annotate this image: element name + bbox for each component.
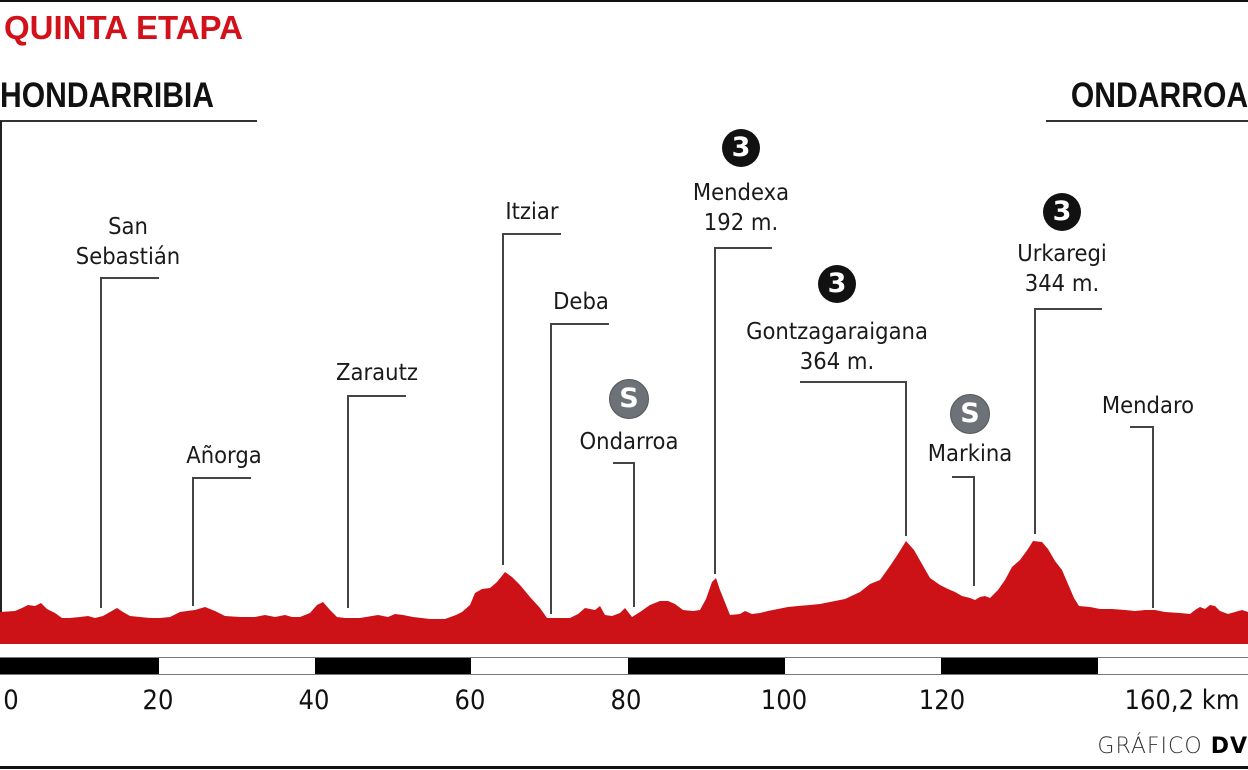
- credit-prefix: GRÁFICO: [1097, 734, 1203, 759]
- scale-tick-label: 40: [298, 685, 330, 716]
- sprint-badge-icon: S: [950, 394, 990, 434]
- waypoint-name: Ondarroa: [579, 429, 679, 455]
- leader-san-sebastian: [100, 277, 159, 608]
- scale-segment: [471, 657, 628, 675]
- waypoint-altitude: 192 m.: [703, 210, 779, 236]
- waypoint-label-zarautz: Zarautz: [336, 358, 418, 388]
- leader-ondarroa-sprint: [613, 462, 635, 607]
- waypoint-name: Zarautz: [336, 360, 418, 386]
- credit-brand: DV: [1210, 734, 1248, 759]
- leader-mendexa: [714, 247, 772, 574]
- waypoint-altitude: 344 m.: [1024, 271, 1100, 297]
- waypoint-name: Mendexa: [692, 180, 790, 206]
- leader-mendaro: [1130, 426, 1154, 608]
- category3-badge-icon: 3: [722, 129, 760, 167]
- waypoint-name: San: [108, 214, 148, 240]
- scale-segment: [941, 657, 1098, 675]
- category3-badge-icon: 3: [818, 265, 856, 303]
- scale-tick-label: 120: [918, 685, 966, 716]
- scale-tick-label: 80: [610, 685, 642, 716]
- waypoint-label-san-sebastian: San Sebastián: [76, 212, 180, 272]
- waypoint-name: Deba: [553, 289, 609, 315]
- scale-segment: [1098, 657, 1248, 675]
- leader-lines: [100, 233, 1154, 614]
- end-city-underline: [1046, 120, 1248, 122]
- graphic-credit: GRÁFICO DV: [1097, 733, 1248, 761]
- waypoint-name-line2: Sebastián: [75, 244, 181, 270]
- waypoint-label-deba: Deba: [553, 287, 609, 317]
- waypoint-name: Markina: [927, 441, 1013, 467]
- scale-tick-label: 0: [3, 685, 19, 716]
- leader-gontzagaraigana: [800, 381, 907, 536]
- leader-markina: [952, 476, 975, 586]
- scale-segment: [159, 657, 315, 675]
- scale-segment: [628, 657, 785, 675]
- waypoint-name: Mendaro: [1101, 393, 1195, 419]
- scale-segment: [785, 657, 941, 675]
- waypoint-label-mendexa: Mendexa 192 m.: [693, 178, 789, 238]
- leader-zarautz: [347, 395, 406, 608]
- waypoint-name: Gontzagaraigana: [746, 319, 928, 345]
- waypoint-label-markina: Markina: [928, 439, 1012, 469]
- start-city-underline: [0, 120, 257, 122]
- leader-itziar: [502, 233, 561, 565]
- leader-anorga: [192, 477, 251, 606]
- waypoint-altitude: 364 m.: [799, 349, 875, 375]
- waypoint-label-gontzagaraigana: Gontzagaraigana 364 m.: [746, 317, 928, 377]
- scale-tick-label: 60: [454, 685, 486, 716]
- frame-bottom-border: [0, 766, 1248, 769]
- scale-segment: [315, 657, 471, 675]
- scale-tick-label-end: 160,2 km: [1124, 685, 1240, 716]
- left-axis-line: [0, 121, 2, 621]
- waypoint-label-anorga: Añorga: [186, 441, 262, 471]
- waypoint-label-itziar: Itziar: [505, 197, 558, 227]
- waypoint-label-ondarroa: Ondarroa: [580, 427, 679, 457]
- leader-urkaregi: [1034, 308, 1102, 534]
- waypoint-label-urkaregi: Urkaregi 344 m.: [1017, 239, 1107, 299]
- waypoint-name: Urkaregi: [1017, 241, 1107, 267]
- waypoint-name: Itziar: [505, 199, 559, 225]
- scale-tick-label: 20: [142, 685, 174, 716]
- leader-deba: [550, 323, 609, 614]
- scale-tick-label: 100: [760, 685, 808, 716]
- waypoint-label-mendaro: Mendaro: [1102, 391, 1194, 421]
- end-city: ONDARROA: [1070, 76, 1248, 115]
- scale-segment: [0, 657, 159, 675]
- frame-top-border: [0, 0, 1248, 2]
- sprint-badge-icon: S: [609, 379, 649, 419]
- elevation-profile: [0, 541, 1248, 644]
- start-city: HONDARRIBIA: [0, 76, 215, 115]
- waypoint-name: Añorga: [186, 443, 262, 469]
- stage-title: QUINTA ETAPA: [4, 9, 243, 46]
- category3-badge-icon: 3: [1043, 193, 1081, 231]
